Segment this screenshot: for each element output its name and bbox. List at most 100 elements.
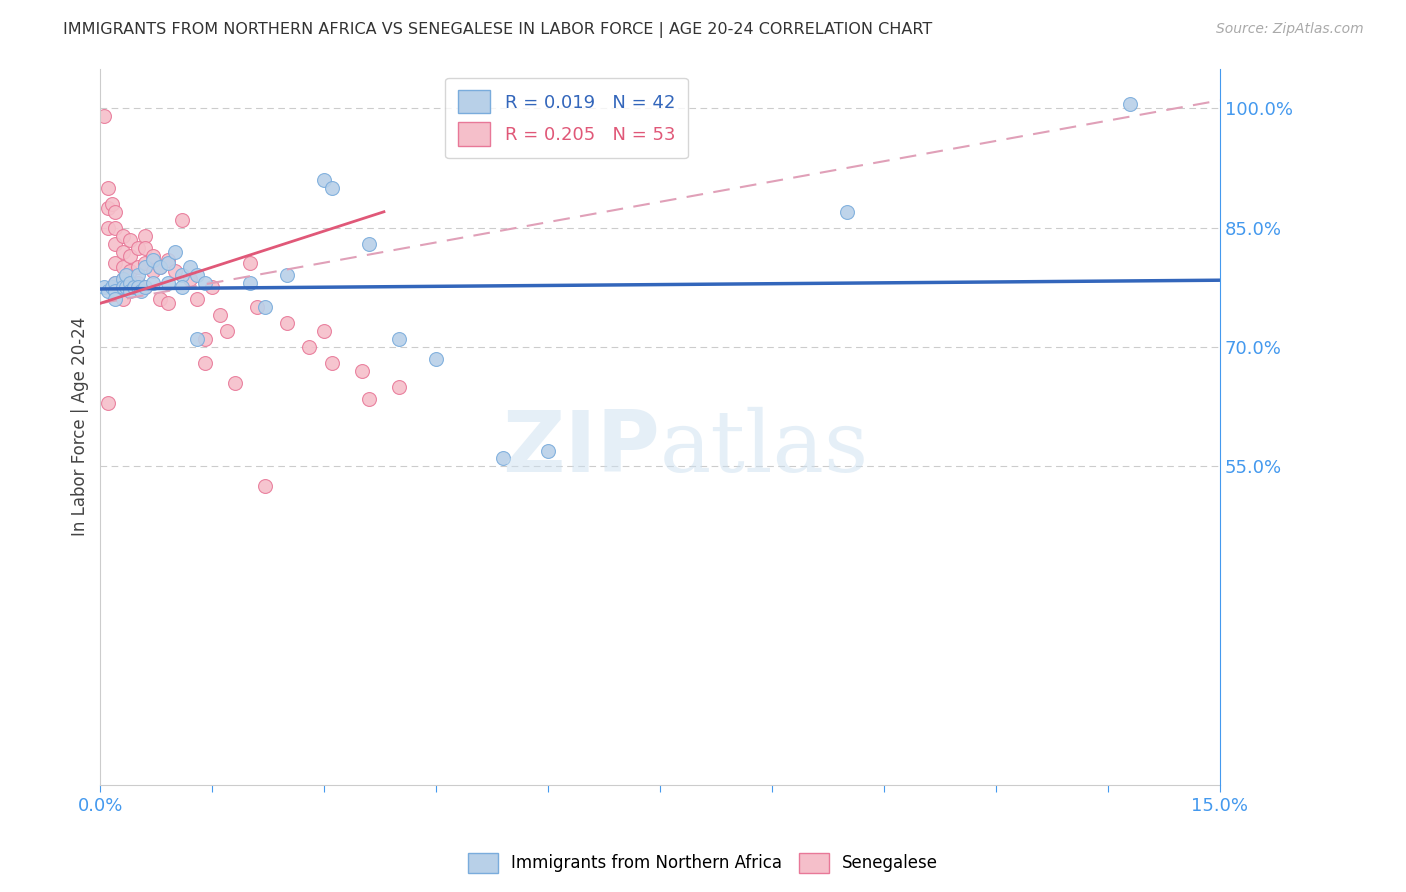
Point	[127, 280, 149, 294]
Point	[97, 220, 120, 235]
Point	[194, 277, 217, 291]
Point	[276, 268, 298, 283]
Point	[172, 212, 194, 227]
Point	[127, 260, 149, 275]
Point	[104, 204, 127, 219]
Point	[104, 285, 127, 299]
Point	[156, 256, 179, 270]
Point	[111, 293, 134, 307]
Point	[97, 396, 120, 410]
Point	[111, 280, 134, 294]
Point	[156, 252, 179, 267]
Point	[321, 181, 343, 195]
Point	[201, 280, 224, 294]
Point	[104, 256, 127, 270]
Point	[186, 332, 208, 346]
Point	[357, 392, 380, 406]
Point	[142, 277, 165, 291]
Point	[172, 280, 194, 294]
Point	[115, 268, 138, 283]
Point	[97, 285, 120, 299]
Point	[127, 277, 149, 291]
Point	[314, 324, 336, 338]
Point	[388, 332, 411, 346]
Point	[122, 280, 145, 294]
Point	[239, 256, 262, 270]
Point	[163, 244, 186, 259]
Point	[253, 479, 276, 493]
Text: ZIP: ZIP	[502, 407, 659, 490]
Point	[120, 248, 142, 262]
Point	[156, 277, 179, 291]
Point	[217, 324, 239, 338]
Point	[127, 268, 149, 283]
Point	[142, 264, 165, 278]
Point	[835, 204, 858, 219]
Y-axis label: In Labor Force | Age 20-24: In Labor Force | Age 20-24	[72, 317, 89, 536]
Point	[194, 332, 217, 346]
Point	[321, 356, 343, 370]
Point	[239, 277, 262, 291]
Point	[100, 196, 122, 211]
Point	[194, 356, 217, 370]
Point	[93, 109, 115, 123]
Point	[111, 272, 134, 286]
Point	[149, 260, 172, 275]
Point	[93, 280, 115, 294]
Point	[104, 277, 127, 291]
Point	[298, 340, 321, 354]
Point	[314, 173, 336, 187]
Point	[179, 260, 201, 275]
Point	[120, 285, 142, 299]
Point	[131, 285, 153, 299]
Point	[537, 443, 560, 458]
Point	[97, 181, 120, 195]
Point	[120, 277, 142, 291]
Point	[1119, 97, 1142, 112]
Point	[134, 280, 156, 294]
Point	[179, 272, 201, 286]
Point	[104, 236, 127, 251]
Point	[425, 351, 447, 366]
Point	[142, 248, 165, 262]
Point	[163, 264, 186, 278]
Point	[120, 233, 142, 247]
Point	[492, 451, 515, 466]
Point	[111, 280, 134, 294]
Point	[134, 280, 156, 294]
Point	[208, 308, 231, 322]
Point	[111, 260, 134, 275]
Point	[246, 300, 269, 314]
Legend: Immigrants from Northern Africa, Senegalese: Immigrants from Northern Africa, Senegal…	[461, 847, 945, 880]
Point	[142, 252, 165, 267]
Point	[104, 220, 127, 235]
Point	[111, 228, 134, 243]
Point	[100, 280, 122, 294]
Point	[149, 293, 172, 307]
Point	[149, 260, 172, 275]
Point	[111, 272, 134, 286]
Point	[115, 280, 138, 294]
Point	[186, 268, 208, 283]
Point	[350, 364, 373, 378]
Point	[134, 228, 156, 243]
Point	[276, 316, 298, 330]
Point	[104, 277, 127, 291]
Point	[134, 260, 156, 275]
Point	[104, 293, 127, 307]
Point	[156, 296, 179, 310]
Point	[253, 300, 276, 314]
Text: Source: ZipAtlas.com: Source: ZipAtlas.com	[1216, 22, 1364, 37]
Point	[97, 201, 120, 215]
Point	[111, 244, 134, 259]
Point	[127, 241, 149, 255]
Point	[134, 241, 156, 255]
Point	[186, 293, 208, 307]
Legend: R = 0.019   N = 42, R = 0.205   N = 53: R = 0.019 N = 42, R = 0.205 N = 53	[446, 78, 688, 158]
Point	[357, 236, 380, 251]
Text: atlas: atlas	[659, 407, 869, 490]
Point	[120, 264, 142, 278]
Point	[134, 256, 156, 270]
Point	[388, 380, 411, 394]
Text: IMMIGRANTS FROM NORTHERN AFRICA VS SENEGALESE IN LABOR FORCE | AGE 20-24 CORRELA: IMMIGRANTS FROM NORTHERN AFRICA VS SENEG…	[63, 22, 932, 38]
